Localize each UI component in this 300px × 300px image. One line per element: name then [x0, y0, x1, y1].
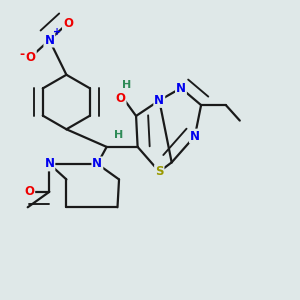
Text: N: N — [44, 158, 54, 170]
Text: N: N — [154, 94, 164, 107]
Text: O: O — [24, 185, 34, 198]
Text: N: N — [44, 34, 54, 46]
Text: N: N — [190, 130, 200, 142]
Text: +: + — [53, 27, 61, 37]
Text: N: N — [92, 158, 102, 170]
Text: N: N — [176, 82, 186, 94]
Text: S: S — [155, 165, 164, 178]
Text: O: O — [26, 51, 36, 64]
Text: H: H — [122, 80, 131, 90]
Text: -: - — [20, 47, 25, 61]
Text: O: O — [63, 16, 73, 30]
Text: H: H — [114, 130, 124, 140]
Text: O: O — [116, 92, 126, 105]
